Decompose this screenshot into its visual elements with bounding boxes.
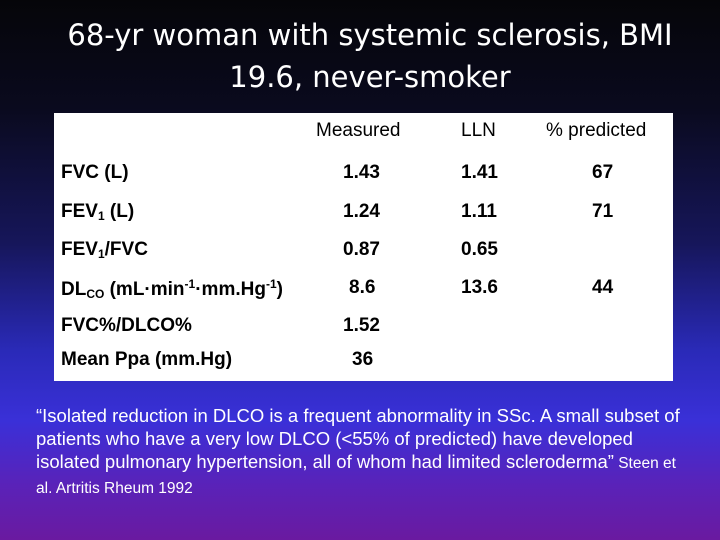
row-label-fvc: FVC (L) (61, 162, 129, 183)
cell-lln: 0.65 (461, 239, 498, 260)
cell-measured: 36 (352, 349, 374, 370)
cell-lln: 1.11 (461, 201, 497, 222)
cell-predicted: 44 (592, 277, 614, 298)
cell-measured: 8.6 (349, 277, 376, 298)
cell-measured: 1.52 (343, 315, 380, 336)
row-label-mean-ppa: Mean Ppa (mm.Hg) (61, 349, 233, 370)
header-lln: LLN (461, 120, 496, 141)
quote-block: “Isolated reduction in DLCO is a frequen… (36, 404, 696, 500)
header-predicted: % predicted (546, 120, 647, 141)
cell-measured: 0.87 (343, 239, 380, 260)
cell-measured: 1.24 (343, 201, 380, 222)
cell-measured: 1.43 (343, 162, 380, 183)
cell-lln: 1.41 (461, 162, 498, 183)
header-measured: Measured (316, 120, 401, 141)
row-label-fev1: FEV1 (L) (61, 201, 135, 223)
cell-predicted: 71 (592, 201, 614, 222)
quote-citation: Steen et al. Artritis Rheum 1992 (36, 455, 676, 497)
slide-title: 68-yr woman with systemic sclerosis, BMI… (67, 18, 673, 94)
results-table (54, 113, 673, 381)
row-label-fev1-fvc: FEV1/FVC (61, 239, 148, 261)
cell-lln: 13.6 (461, 277, 498, 298)
cell-predicted: 67 (592, 162, 614, 183)
row-label-fvc-dlco-ratio: FVC%/DLCO% (61, 315, 192, 336)
row-label-dlco: DLCO (mL·min-1·mm.Hg-1) (61, 277, 283, 301)
quote-text: “Isolated reduction in DLCO is a frequen… (36, 405, 680, 472)
